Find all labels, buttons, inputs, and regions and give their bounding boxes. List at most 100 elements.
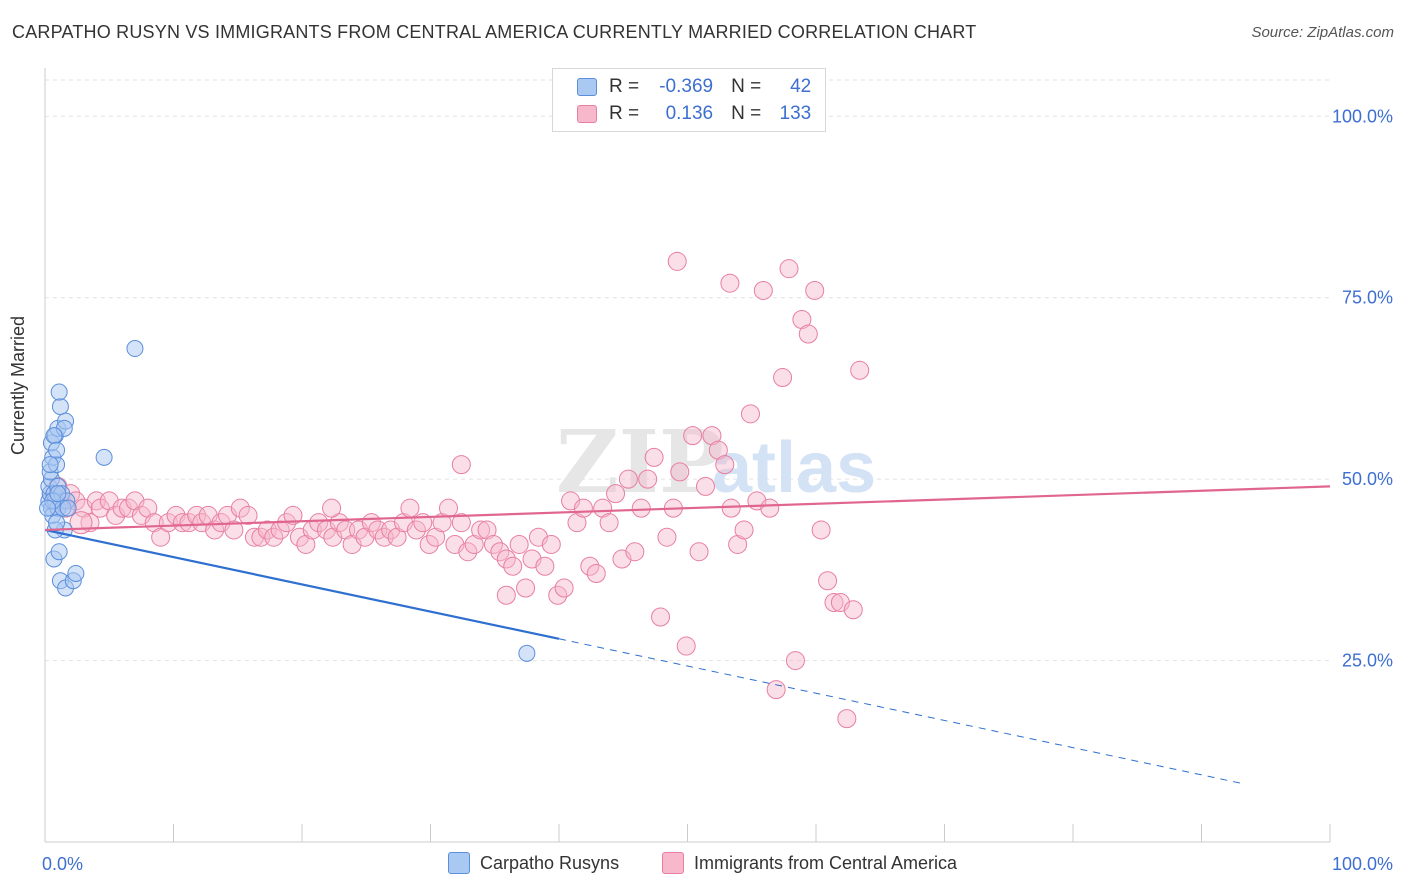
pink-point [850, 360, 870, 380]
legend-r-value: -0.369 [659, 76, 714, 97]
pink-point [554, 578, 574, 598]
series-carpatho-rusyns [39, 340, 536, 662]
legend-row-carpatho: R = -0.369 N = 42 [577, 75, 811, 99]
legend-r-value: 0.136 [665, 103, 714, 124]
correlation-legend: R = -0.369 N = 42 R = 0.136 N = 133 [552, 68, 826, 132]
pink-point [811, 520, 831, 540]
pink-point [264, 527, 284, 547]
series-immigrants-central-america [41, 251, 870, 729]
pink-point [651, 607, 671, 627]
pink-point [667, 251, 687, 271]
pink-point [606, 484, 626, 504]
pink-point [695, 476, 715, 496]
legend-n-label: N = [731, 76, 762, 97]
pink-point [773, 368, 793, 388]
watermark-atlas: atlas [712, 428, 876, 508]
pink-point [138, 498, 158, 518]
pink-point [548, 585, 568, 605]
x-tick-label-max: 100.0% [1332, 854, 1393, 874]
pink-point [625, 542, 645, 562]
legend-n-value: 133 [779, 103, 812, 124]
blue-point [95, 448, 113, 466]
pink-point [400, 498, 420, 518]
pink-point [599, 513, 619, 533]
pink-point [792, 309, 812, 329]
pink-point [785, 651, 805, 671]
pink-point [419, 534, 439, 554]
blue-point [48, 441, 66, 459]
pink-point [567, 513, 587, 533]
tick-labels: 25.0% 50.0% 75.0% 100.0% 0.0% 100.0% [42, 106, 1393, 874]
watermark-zip: ZIP [556, 412, 724, 513]
watermark: ZIP atlas [556, 412, 876, 513]
pink-point [296, 534, 316, 554]
pink-point [541, 534, 561, 554]
y-tick-label: 75.0% [1342, 288, 1393, 308]
pink-point [818, 571, 838, 591]
bottom-legend-carpatho: Carpatho Rusyns [448, 850, 619, 876]
pink-point [728, 534, 748, 554]
bottom-legend-label: Immigrants from Central America [694, 852, 958, 873]
pink-point [496, 549, 516, 569]
pink-point [438, 498, 458, 518]
pink-point [309, 513, 329, 533]
pink-point [535, 556, 555, 576]
bottom-legend-label: Carpatho Rusyns [480, 852, 620, 873]
pink-point [721, 498, 741, 518]
pink-point [618, 469, 638, 489]
pink-point [158, 513, 178, 533]
pink-point [837, 709, 857, 729]
blue-point [67, 564, 85, 582]
chart-source: Source: ZipAtlas.com [1251, 24, 1394, 41]
pink-point [670, 462, 690, 482]
bottom-legend-swatch-blue [448, 852, 470, 874]
legend-row-immigrants: R = 0.136 N = 133 [577, 102, 811, 126]
pink-point [516, 578, 536, 598]
legend-swatch-pink [577, 105, 597, 123]
pink-point [464, 534, 484, 554]
blue-point [49, 485, 67, 503]
pink-point [451, 513, 471, 533]
pink-point [406, 520, 426, 540]
pink-point [426, 527, 446, 547]
blue-point [39, 499, 57, 517]
pink-point [631, 498, 651, 518]
pink-point [509, 534, 529, 554]
pink-point [734, 520, 754, 540]
pink-point [753, 280, 773, 300]
pink-point [843, 600, 863, 620]
pink-point [824, 593, 844, 613]
y-axis-label: Currently Married [8, 315, 28, 455]
pink-point [740, 404, 760, 424]
pink-point [689, 542, 709, 562]
pink-point [638, 469, 658, 489]
bottom-legend-swatch-pink [662, 852, 684, 874]
blue-point [126, 340, 144, 358]
pink-point [490, 542, 510, 562]
pink-point [322, 498, 342, 518]
bottom-legend-immigrants: Immigrants from Central America [662, 850, 957, 876]
pink-point [760, 498, 780, 518]
legend-n-value: 42 [790, 76, 812, 97]
pink-point [471, 520, 491, 540]
pink-point [580, 556, 600, 576]
trend-line-immigrants [44, 485, 1331, 532]
blue-point [48, 514, 66, 532]
pink-point [644, 447, 664, 467]
pink-point [224, 520, 244, 540]
pink-point [798, 324, 818, 344]
pink-point [432, 513, 452, 533]
pink-point [715, 455, 735, 475]
pink-point [387, 527, 407, 547]
pink-point [573, 498, 593, 518]
legend-r-label: R = [609, 103, 640, 124]
pink-point [708, 440, 728, 460]
pink-point [805, 280, 825, 300]
blue-point [41, 456, 59, 474]
pink-point [451, 455, 471, 475]
y-tick-label: 25.0% [1342, 651, 1393, 671]
blue-point [518, 644, 536, 662]
pink-point [683, 426, 703, 446]
pink-point [238, 505, 258, 525]
